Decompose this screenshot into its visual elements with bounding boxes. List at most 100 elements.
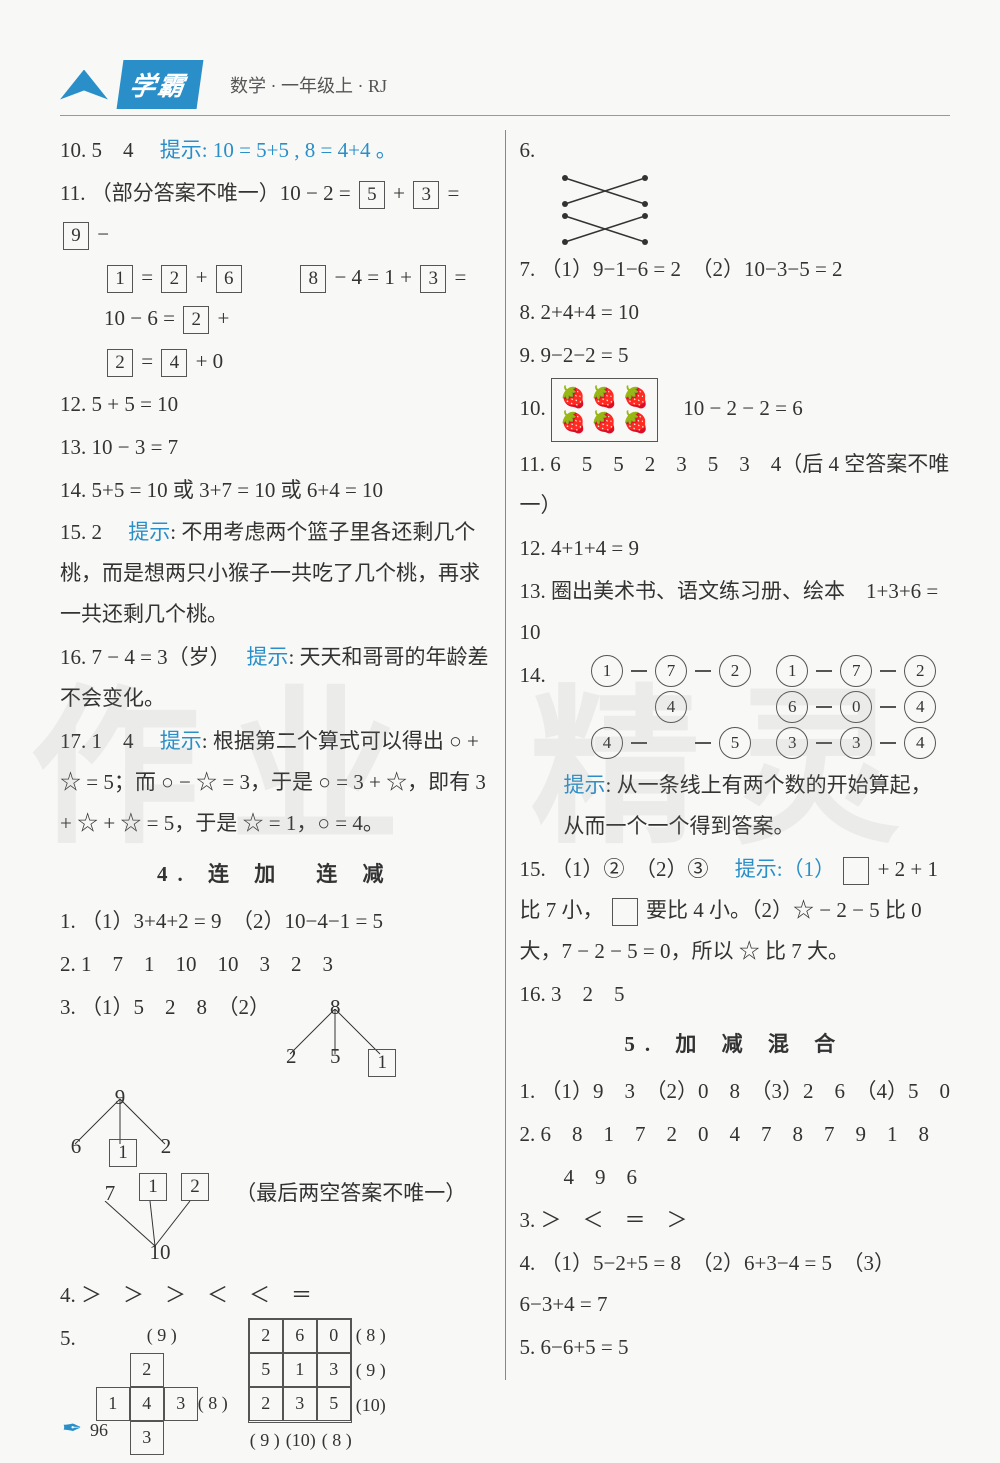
q-text: 3 2 5 <box>551 982 625 1006</box>
q11-row2: 1 = 2 + 6 8 − 4 = 1 + 3 = 10 − 6 = 2 + <box>60 257 491 339</box>
q10: 10. 5 4 提示: 10 = 5+5 , 8 = 4+4 。 <box>60 130 491 171</box>
q15-ans: 2 <box>92 520 124 544</box>
circle-graph-2: 172 604 334 <box>776 655 936 763</box>
r-q13: 13. 圈出美术书、语文练习册、绘本 1+3+6 = 10 <box>520 571 951 653</box>
node: 7 <box>840 655 872 687</box>
tree-leaf-box: 1 <box>368 1049 396 1077</box>
hint-label: 提示 <box>564 773 606 797</box>
node: 7 <box>655 655 687 687</box>
q-num: 13. <box>60 435 86 459</box>
tree-bottom: 10 <box>150 1232 171 1273</box>
cross-top-label: ( 9 ) <box>96 1318 228 1353</box>
ans-box: 9 <box>63 222 89 250</box>
node: 2 <box>904 655 936 687</box>
q-text: 6−6+5 = 5 <box>541 1335 629 1359</box>
q-num: 9. <box>520 343 536 367</box>
node: 6 <box>776 691 808 723</box>
q-num: 3. <box>60 995 76 1019</box>
tree-leaf-box: 1 <box>109 1139 137 1167</box>
apple-row: 🍓 🍓 🍓 <box>560 410 649 435</box>
q-num: 1. <box>520 1079 536 1103</box>
circle-graph-1: 172 4 45 <box>591 655 751 763</box>
tcell: 5 <box>249 1353 283 1387</box>
col-sum: ( 9 ) <box>248 1423 282 1458</box>
r-q10: 10. 🍓 🍓 🍓 🍓 🍓 🍓 10 − 2 − 2 = 6 <box>520 378 951 442</box>
q-num: 5. <box>520 1335 536 1359</box>
node: 1 <box>591 655 623 687</box>
op: = <box>141 349 158 373</box>
q-num: 11. <box>520 452 545 476</box>
q-text: 5 + 5 = 10 <box>92 392 179 416</box>
s4-q3: 3. （1）5 2 8 （2） 8 2 5 1 9 6 1 2 <box>60 987 491 1167</box>
q-text: 10 − 3 = 7 <box>92 435 179 459</box>
r-q11: 11. 6 5 5 2 3 5 3 4（后 4 空答案不唯一） <box>520 444 951 526</box>
q-num: 2. <box>60 952 76 976</box>
tcell: 3 <box>317 1353 351 1387</box>
tree-leaf-box: 1 <box>139 1173 167 1201</box>
op: + <box>217 306 229 330</box>
right-column: 6. 7. （1）9−1−6 = 2 （2）10−3−5 = 2 8. 2+4+… <box>506 130 951 1380</box>
q10-vals: 5 4 <box>92 138 155 162</box>
tcell: 2 <box>249 1387 283 1421</box>
page-number: 96 <box>90 1420 108 1441</box>
q-num: 4. <box>60 1283 76 1307</box>
q15: 15. 2 提示: 不用考虑两个篮子里各还剩几个桃，而是想两只小猴子一共吃了几个… <box>60 512 491 635</box>
q-num: 10. <box>60 138 86 162</box>
q13: 13. 10 − 3 = 7 <box>60 427 491 468</box>
cross-match-icon <box>560 173 650 209</box>
node: 4 <box>904 691 936 723</box>
tcell: 3 <box>283 1387 317 1421</box>
tree3-note: （最后两空答案不唯一） <box>235 1181 466 1205</box>
q11-prefix: （部分答案不唯一）10 − 2 = <box>91 181 356 205</box>
r-q14-hint: 提示: 从一条线上有两个数的开始算起，从而一个一个得到答案。 <box>520 765 951 847</box>
cross-match-icon <box>560 211 650 247</box>
q-num: 2. <box>520 1122 536 1146</box>
q-num: 13. <box>520 579 546 603</box>
s4-q2: 2. 1 7 1 10 10 3 2 3 <box>60 944 491 985</box>
s5-q3: 3. ＞ ＜ ＝ ＞ <box>520 1200 951 1241</box>
s4-q3-tree3: 7 1 2 10 （最后两空答案不唯一） <box>60 1173 491 1273</box>
q-text: 4+1+4 = 9 <box>551 536 639 560</box>
r-q14: 14. 172 4 45 172 604 334 <box>520 655 951 763</box>
q-num: 10. <box>520 396 546 420</box>
q15-hint: : 不用考虑两个篮子里各还剩几个桃，而是想两只小猴子一共吃了几个桃，再求一共还剩… <box>60 520 480 626</box>
op: + 0 <box>196 349 224 373</box>
cross-cell: 3 <box>164 1387 198 1421</box>
hint-label: 提示 <box>160 138 202 162</box>
q11-row3: 2 = 4 + 0 <box>60 341 491 382</box>
left-column: 10. 5 4 提示: 10 = 5+5 , 8 = 4+4 。 11. （部分… <box>60 130 506 1380</box>
apple-box: 🍓 🍓 🍓 🍓 🍓 🍓 <box>551 378 658 442</box>
q3-p1: （1）5 2 8 （2） <box>81 995 270 1019</box>
s4-q4: 4. ＞ ＞ ＞ ＜ ＜ ＝ <box>60 1275 491 1316</box>
op: − 4 = 1 + <box>334 265 417 289</box>
q-text: 2+4+4 = 10 <box>541 300 640 324</box>
ans-box: 5 <box>359 181 385 209</box>
tree-leaf: 6 <box>62 1126 90 1167</box>
cross-cell: 3 <box>130 1421 164 1455</box>
q-num: 4. <box>520 1251 536 1275</box>
gap <box>250 265 292 289</box>
tcell: 0 <box>317 1319 351 1353</box>
r-q8: 8. 2+4+4 = 10 <box>520 292 951 333</box>
q10-hint: : 10 = 5+5 , 8 = 4+4 。 <box>202 138 397 162</box>
hint-label: 提示 <box>128 520 170 544</box>
q10-eq: 10 − 2 − 2 = 6 <box>683 396 803 420</box>
tree-leaf-box: 2 <box>181 1173 209 1201</box>
q-text: （1）9 3 （2）0 8 （3）2 6 （4）5 0 <box>541 1079 951 1103</box>
cross-cell: 1 <box>96 1387 130 1421</box>
tcell: 2 <box>249 1319 283 1353</box>
q-text: 1 7 1 10 10 3 2 3 <box>81 952 333 976</box>
op: + <box>196 265 213 289</box>
s4-q1: 1. （1）3+4+2 = 9 （2）10−4−1 = 5 <box>60 901 491 942</box>
node: 1 <box>776 655 808 687</box>
q-num: 8. <box>520 300 536 324</box>
feather-icon: ✒ <box>62 1414 82 1443</box>
tcell: 1 <box>283 1353 317 1387</box>
q-num: 6. <box>520 138 536 162</box>
row-sum: ( 9 ) <box>356 1353 386 1388</box>
q16-text: 7 − 4 = 3（岁） <box>92 645 242 669</box>
logo-text: 学霸 <box>117 60 204 109</box>
sum-table: 260 513 235 ( 8 ) ( 9 ) (10) ( 9 ) (10) … <box>248 1318 386 1458</box>
q-num: 1. <box>60 909 76 933</box>
ans-box: 6 <box>216 265 242 293</box>
